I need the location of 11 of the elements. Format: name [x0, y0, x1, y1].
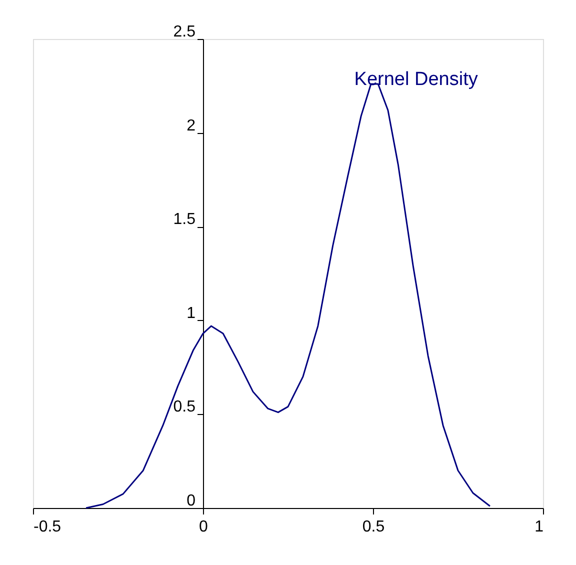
y-tick-label: 0	[186, 492, 196, 510]
y-tick-label: 1.5	[173, 211, 196, 228]
y-tick-label: 2.5	[173, 24, 196, 40]
x-tick-label: 0	[199, 518, 208, 536]
y-tick-label: 0.5	[173, 398, 196, 416]
x-tick-label: -0.5	[34, 518, 62, 536]
y-tick-label: 2	[186, 117, 196, 134]
y-tick-label: 1	[186, 304, 196, 322]
x-tick-label: 0.5	[362, 518, 385, 536]
x-tick-label: 1	[534, 518, 544, 536]
series-label: Kernel Density	[354, 68, 478, 90]
